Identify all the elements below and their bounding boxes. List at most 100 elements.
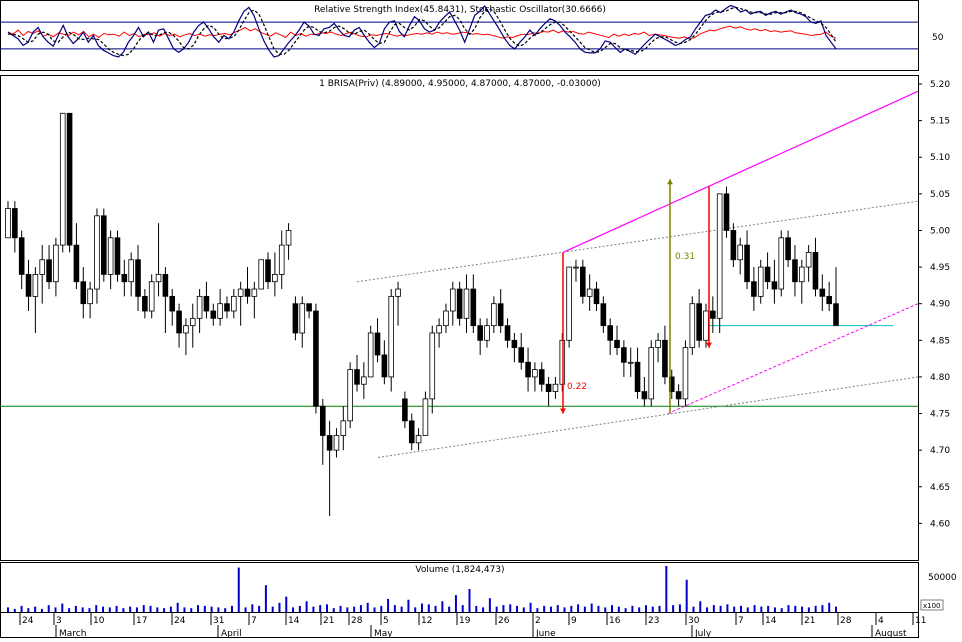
oscillator-title: Relative Strength Index(45.8431), Stocha… [314, 5, 606, 15]
candle-body [374, 332, 381, 356]
date-tick-label: 24 [174, 616, 186, 626]
candle-body [408, 420, 415, 444]
candle-body [80, 281, 87, 305]
price-y-tick-label: 5.05 [930, 190, 950, 200]
candle-body [593, 288, 600, 305]
candle-body [627, 361, 634, 364]
candle-body [237, 288, 244, 297]
date-tick-label: 26 [498, 616, 510, 626]
candle-body [819, 288, 826, 297]
candle-body [354, 369, 360, 385]
candle-body [114, 237, 121, 275]
candle-body [805, 252, 812, 268]
candle-body [538, 369, 545, 385]
price-y-tick-label: 5.10 [930, 153, 950, 163]
candle-body [607, 325, 613, 341]
candle-body [826, 295, 832, 305]
candle-body [751, 281, 757, 297]
candle-body [798, 266, 805, 283]
rise-arrow-head [667, 179, 673, 185]
candle-body [196, 295, 203, 319]
date-tick-label: 16 [609, 616, 621, 626]
candle-body [833, 303, 839, 327]
candle-body [265, 259, 271, 283]
price-y-tick-label: 5.15 [930, 117, 950, 127]
projection-arrow-head [706, 342, 712, 348]
candle-body [812, 252, 819, 290]
candle-body [785, 237, 791, 261]
oscillator-layer [0, 4, 918, 58]
candle-body [306, 303, 312, 312]
volume-unit-label: x100 [923, 602, 941, 610]
candle-body [217, 303, 223, 319]
candle-body [573, 266, 579, 269]
date-tick-label: 11 [915, 616, 926, 626]
candle-body [319, 405, 326, 436]
month-label: May [374, 629, 393, 638]
candle-body [634, 361, 641, 392]
candle-body [176, 310, 182, 334]
price-y-tick-label: 4.80 [930, 373, 950, 383]
candle-body [388, 295, 395, 378]
date-tick-label: 21 [804, 616, 815, 626]
candle-body [46, 259, 52, 283]
price-y-tick-label: 5.00 [930, 226, 950, 236]
oscillator-series-line [7, 4, 837, 58]
candle-body [778, 237, 785, 290]
candle-body [621, 347, 627, 363]
candle-body [326, 435, 333, 451]
date-tick-label: 24 [22, 616, 34, 626]
candle-body [101, 215, 107, 275]
candle-body [66, 112, 73, 246]
candle-body [251, 288, 258, 297]
candle-body [566, 266, 572, 341]
candle-body [142, 295, 148, 312]
candle-body [128, 259, 134, 283]
date-tick-label: 17 [136, 616, 147, 626]
candle-body [456, 288, 463, 319]
volume-unit-box [920, 599, 944, 611]
candle-body [87, 288, 93, 305]
price-y-tick-label: 4.90 [930, 300, 950, 310]
candle-body [39, 259, 46, 275]
candle-body [436, 325, 442, 334]
candle-body [18, 237, 25, 275]
candle-body [224, 303, 230, 312]
date-tick-label: 7 [251, 616, 257, 626]
drop-label: 0.22 [567, 382, 587, 392]
oscillator-panel-frame [0, 0, 919, 71]
date-tick-label: 10 [93, 616, 105, 626]
date-tick-label: 4 [878, 616, 884, 626]
candle-body [710, 310, 716, 319]
candle-body [25, 273, 32, 297]
date-tick-label: 28 [840, 616, 852, 626]
month-label: August [875, 629, 907, 638]
candle-body [12, 208, 18, 239]
date-tick-label: 31 [213, 616, 224, 626]
candle-body [497, 303, 504, 327]
candle-body [402, 398, 408, 422]
date-tick-label: 23 [648, 616, 659, 626]
volume-y-tick: 50000 [928, 573, 957, 583]
candle-body [744, 244, 750, 283]
oscillator-y-tick: 50 [932, 33, 944, 43]
candle-body [5, 208, 11, 239]
candle-body [162, 273, 169, 297]
oscillator-series-line [8, 6, 837, 57]
wedge-bottom-line [667, 303, 919, 414]
candle-body [189, 317, 196, 327]
price-layer [0, 90, 919, 517]
candle-body [703, 310, 709, 341]
candle-body [367, 332, 374, 378]
date-tick-label: 5 [383, 616, 389, 626]
candle-body [757, 266, 764, 297]
candle-body [183, 325, 189, 334]
price-y-tick-label: 4.85 [930, 336, 950, 346]
candle-body [272, 273, 278, 283]
candle-body [614, 339, 620, 349]
price-y-tick-label: 4.65 [930, 483, 950, 493]
month-label: July [694, 629, 712, 638]
candle-body [675, 391, 682, 400]
